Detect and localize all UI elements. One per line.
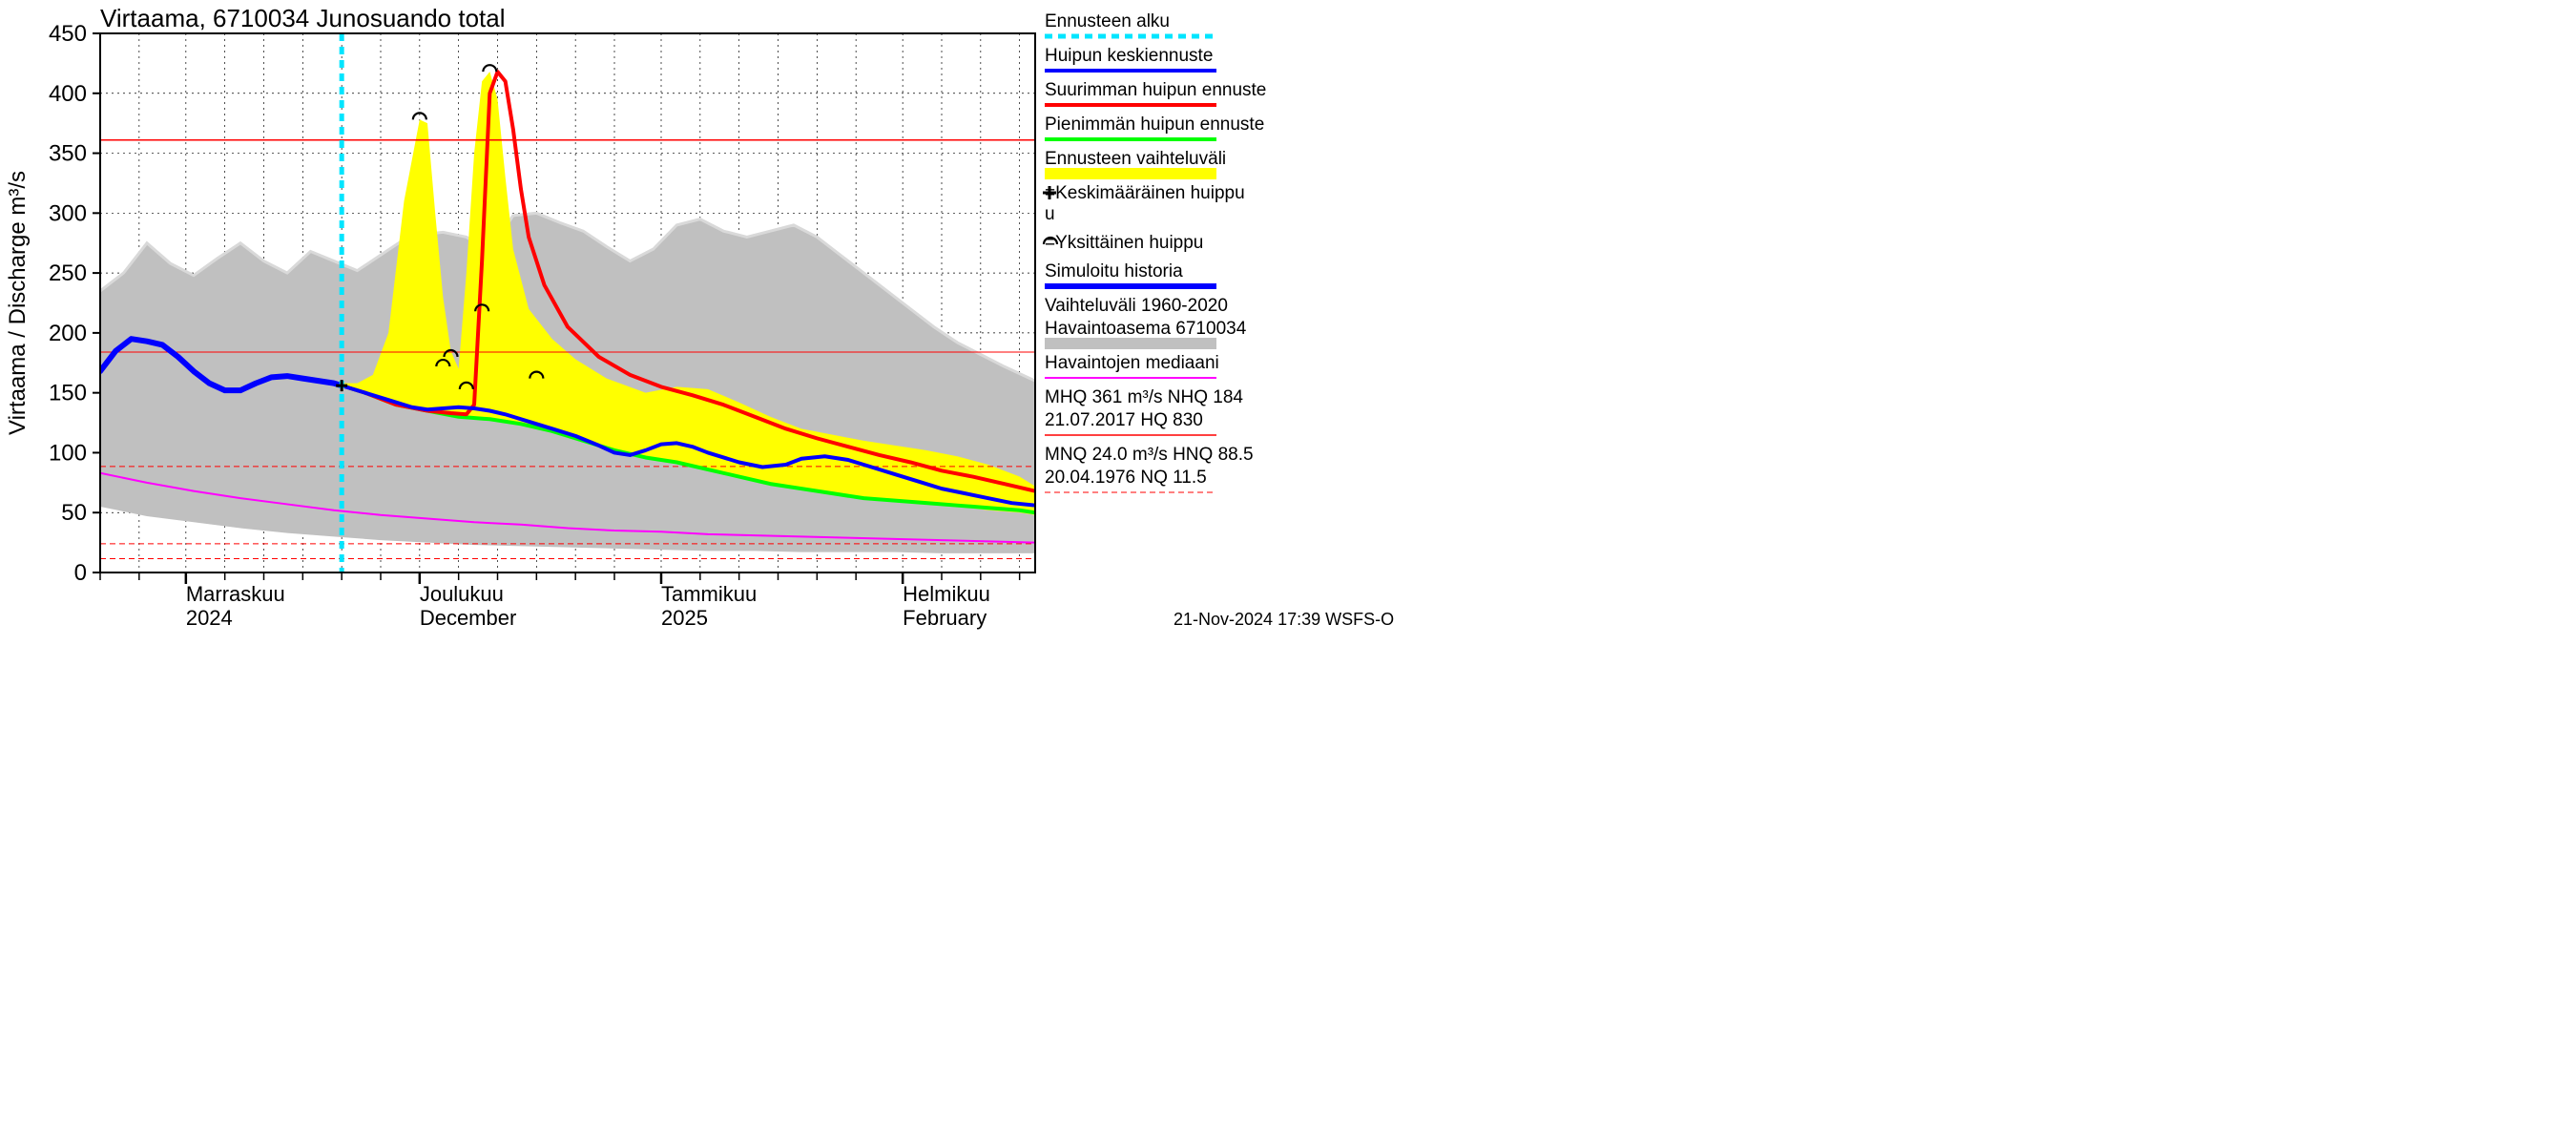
legend-label: MNQ 24.0 m³/s HNQ 88.5 [1045, 445, 1254, 465]
x-month-label: Tammikuu [661, 582, 757, 606]
legend-label: Pienimmän huipun ennuste [1045, 114, 1264, 135]
legend-label: 21.07.2017 HQ 830 [1045, 410, 1203, 430]
legend-label: =Yksittäinen huippu [1045, 233, 1203, 253]
y-tick-label: 450 [49, 21, 87, 47]
y-tick-label: 350 [49, 141, 87, 167]
legend-label: =Keskimääräinen huippu [1045, 183, 1245, 203]
legend-label: Havaintojen mediaani [1045, 353, 1219, 373]
legend-label: Huipun keskiennuste [1045, 46, 1213, 66]
y-tick-label: 0 [74, 560, 87, 586]
y-tick-label: 100 [49, 440, 87, 466]
y-tick-label: 300 [49, 200, 87, 226]
y-tick-label: 50 [61, 500, 87, 526]
footer-timestamp: 21-Nov-2024 17:39 WSFS-O [1174, 610, 1394, 629]
discharge-forecast-chart: 0 50 100 150 200 250 300 350 400 450 Virtaama / Di… [0, 0, 1431, 636]
y-tick-label: 400 [49, 81, 87, 107]
legend-label: MHQ 361 m³/s NHQ 184 [1045, 387, 1243, 407]
svg-text:u: u [1045, 204, 1055, 224]
y-tick-label: 250 [49, 260, 87, 286]
x-month-label: Joulukuu [420, 582, 504, 606]
legend-label: 20.04.1976 NQ 11.5 [1045, 468, 1207, 488]
legend-label: Vaihteluväli 1960-2020 [1045, 296, 1228, 316]
x-month-sublabel: 2024 [186, 606, 233, 630]
chart-title: Virtaama, 6710034 Junosuando total [100, 4, 506, 32]
y-axis-label: Virtaama / Discharge m³/s [5, 171, 31, 435]
x-month-sublabel: 2025 [661, 606, 708, 630]
x-month-sublabel: February [903, 606, 987, 630]
y-tick-label: 200 [49, 321, 87, 346]
legend-label: Simuloitu historia [1045, 261, 1183, 281]
individual-peak-marker [413, 113, 426, 119]
x-month-label: Helmikuu [903, 582, 990, 606]
x-month-sublabel: December [420, 606, 516, 630]
x-month-label: Marraskuu [186, 582, 285, 606]
legend-label: Havaintoasema 6710034 [1045, 319, 1247, 339]
legend-label: Suurimman huipun ennuste [1045, 80, 1266, 100]
legend: Ennusteen alku Huipun keskiennuste Suurimm… [1043, 11, 1266, 492]
individual-peak-marker [483, 65, 496, 72]
legend-label: Ennusteen vaihteluväli [1045, 149, 1226, 169]
y-tick-label: 150 [49, 381, 87, 406]
legend-label: Ennusteen alku [1045, 11, 1170, 31]
